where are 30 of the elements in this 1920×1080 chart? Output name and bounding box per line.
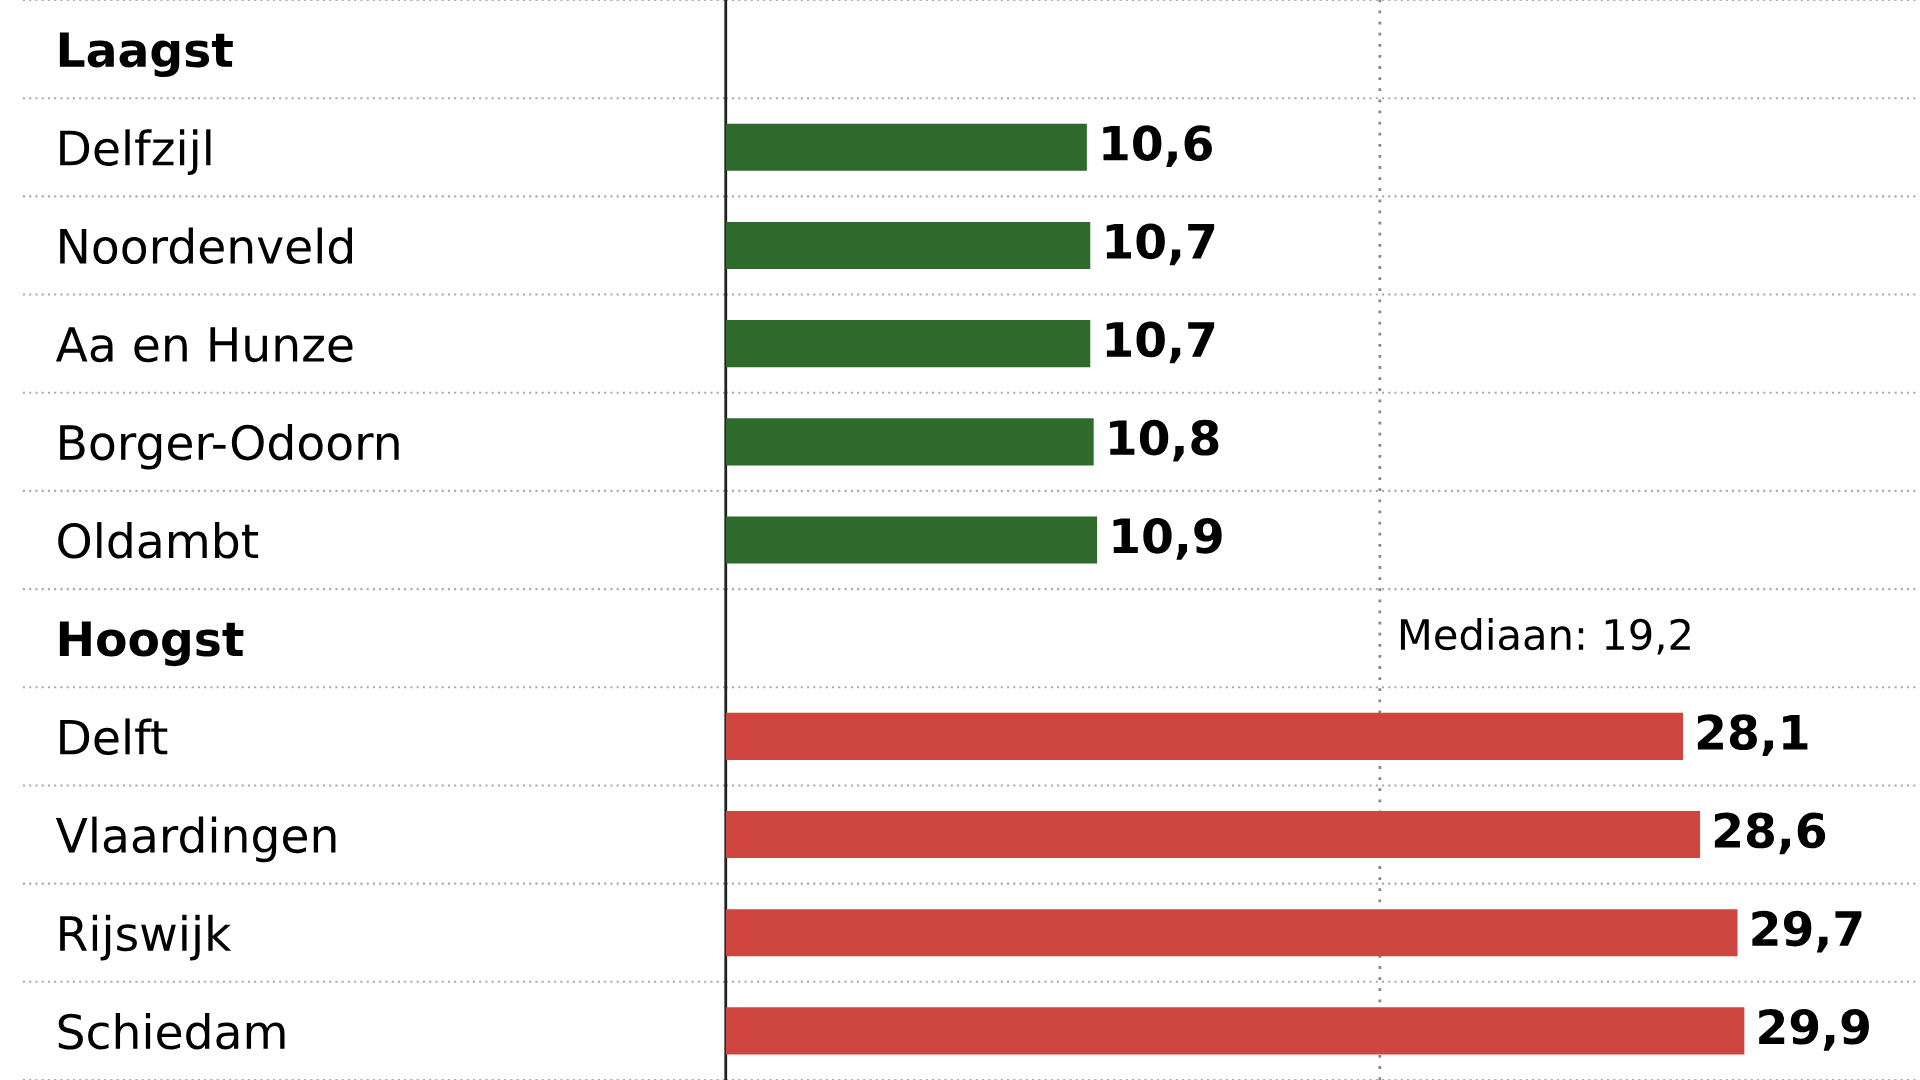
y-tick-label: Hoogst [59,621,244,667]
data-label: 28,1 [1697,714,1808,757]
data-label: 10,7 [1106,321,1215,364]
data-label: 29,9 [1759,1008,1869,1051]
y-tick-label: Laagst [59,32,233,78]
bar [725,221,1091,270]
y-tick-label: Vlaardingen [55,816,336,863]
data-label: 10,7 [1106,223,1215,266]
bar [725,418,1094,466]
data-label: 10,9 [1113,517,1222,560]
y-tick-label: Delfzijl [60,129,211,176]
y-tick-label: Schiedam [58,1012,285,1050]
data-label: 10,6 [1103,125,1212,168]
y-tick-label: Oldambt [58,522,259,559]
y-tick-label: Aa en Hunze [55,327,353,363]
y-tick-label: Noordenveld [60,227,353,265]
data-label: 28,6 [1714,812,1826,855]
y-tick-label: Rijswijk [60,914,232,961]
ref-line-label: Mediaan: 19,2 [1400,618,1690,655]
data-label: 10,8 [1110,419,1219,462]
data-label: 29,7 [1752,910,1862,953]
y-tick-label: Delft [60,718,168,755]
y-tick-label: Borger-Odoorn [60,423,399,470]
bar [725,810,1701,859]
bar [725,1007,1745,1055]
bar [725,320,1091,368]
bar [725,909,1738,957]
bar [725,516,1098,564]
bar [725,123,1087,171]
bar [725,712,1684,760]
